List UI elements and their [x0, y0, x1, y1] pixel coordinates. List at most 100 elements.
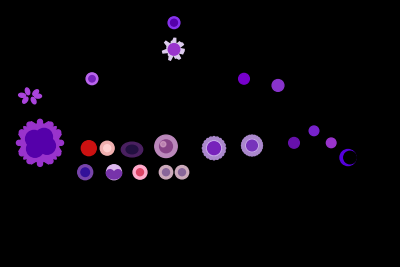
Circle shape	[81, 168, 90, 176]
Circle shape	[221, 141, 224, 144]
Circle shape	[216, 156, 219, 159]
Circle shape	[32, 135, 48, 151]
Circle shape	[178, 169, 186, 176]
Circle shape	[272, 80, 284, 91]
Circle shape	[160, 142, 166, 147]
Circle shape	[222, 144, 225, 147]
Circle shape	[27, 122, 32, 127]
Circle shape	[56, 130, 61, 135]
Circle shape	[255, 152, 258, 155]
Polygon shape	[17, 120, 63, 166]
Circle shape	[289, 138, 299, 148]
Circle shape	[203, 150, 206, 153]
Circle shape	[260, 144, 262, 147]
Circle shape	[244, 138, 247, 141]
Circle shape	[27, 159, 32, 164]
Polygon shape	[162, 38, 184, 60]
Circle shape	[326, 138, 336, 148]
Circle shape	[221, 153, 224, 156]
Circle shape	[168, 17, 180, 29]
Circle shape	[36, 128, 52, 145]
Circle shape	[38, 161, 42, 166]
Circle shape	[81, 141, 96, 156]
Circle shape	[257, 138, 260, 141]
Circle shape	[212, 136, 216, 140]
Circle shape	[19, 151, 24, 156]
Circle shape	[242, 146, 245, 149]
Circle shape	[244, 150, 247, 153]
Circle shape	[206, 155, 210, 158]
Circle shape	[216, 137, 219, 140]
Circle shape	[259, 146, 262, 149]
Circle shape	[175, 166, 189, 179]
Circle shape	[222, 150, 225, 153]
Circle shape	[212, 157, 216, 160]
Circle shape	[246, 136, 249, 139]
Circle shape	[48, 122, 53, 127]
Circle shape	[248, 135, 251, 138]
Circle shape	[89, 76, 95, 82]
Circle shape	[206, 139, 210, 142]
Ellipse shape	[126, 145, 138, 154]
Circle shape	[250, 135, 254, 138]
Circle shape	[58, 140, 64, 145]
Ellipse shape	[19, 93, 26, 97]
Circle shape	[26, 140, 44, 157]
Circle shape	[250, 153, 254, 156]
Circle shape	[106, 165, 122, 180]
Circle shape	[246, 152, 249, 155]
Circle shape	[242, 144, 244, 147]
Circle shape	[223, 147, 226, 150]
Circle shape	[259, 142, 262, 145]
Circle shape	[26, 131, 42, 147]
Circle shape	[168, 44, 180, 55]
Circle shape	[19, 130, 24, 135]
Circle shape	[133, 165, 147, 179]
Ellipse shape	[25, 88, 30, 95]
Circle shape	[159, 166, 173, 179]
Circle shape	[253, 135, 256, 138]
Circle shape	[155, 135, 177, 158]
Circle shape	[243, 140, 246, 143]
Circle shape	[56, 151, 61, 156]
Circle shape	[218, 155, 222, 158]
Circle shape	[204, 153, 207, 156]
Circle shape	[309, 126, 319, 136]
Circle shape	[258, 140, 261, 143]
Circle shape	[78, 165, 93, 180]
Circle shape	[136, 169, 144, 176]
Circle shape	[209, 156, 212, 159]
Circle shape	[204, 138, 224, 158]
Ellipse shape	[34, 94, 42, 98]
Ellipse shape	[31, 97, 36, 104]
Circle shape	[38, 138, 56, 154]
Circle shape	[209, 137, 212, 140]
Circle shape	[340, 150, 356, 166]
Circle shape	[218, 139, 222, 142]
Circle shape	[100, 141, 114, 155]
Circle shape	[243, 148, 246, 151]
Circle shape	[48, 159, 53, 164]
Circle shape	[253, 153, 256, 156]
Circle shape	[243, 137, 261, 154]
Circle shape	[16, 140, 22, 145]
Ellipse shape	[121, 142, 143, 157]
Circle shape	[239, 73, 249, 84]
Circle shape	[203, 144, 206, 147]
Ellipse shape	[33, 90, 38, 95]
Circle shape	[248, 153, 251, 156]
Ellipse shape	[23, 97, 28, 103]
Circle shape	[257, 150, 260, 153]
Circle shape	[344, 151, 356, 164]
Circle shape	[86, 73, 98, 85]
Circle shape	[208, 142, 220, 155]
Circle shape	[104, 145, 111, 152]
Circle shape	[242, 142, 245, 145]
Circle shape	[202, 147, 205, 150]
Circle shape	[162, 169, 170, 176]
Circle shape	[170, 19, 178, 26]
Circle shape	[204, 141, 207, 144]
Circle shape	[258, 148, 261, 151]
Circle shape	[160, 140, 172, 153]
Circle shape	[38, 119, 42, 124]
